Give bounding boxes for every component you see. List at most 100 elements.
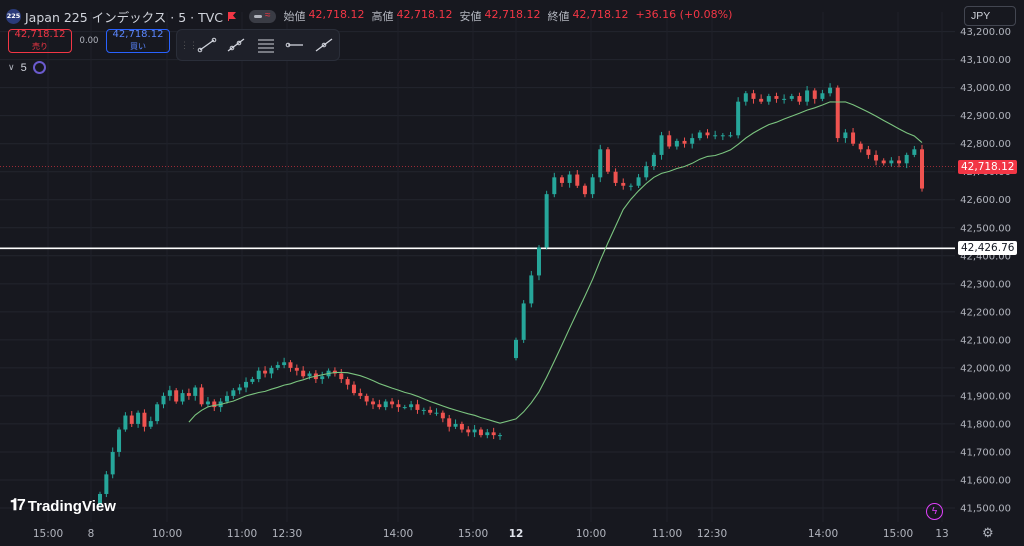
candle-body <box>104 474 109 494</box>
tv-logo-icon: 𝟏7 <box>10 497 26 514</box>
candle-body <box>720 135 725 137</box>
candle-body <box>636 177 641 186</box>
candle-body <box>920 149 924 189</box>
ohlc-values: 始値 42,718.12 高値 42,718.12 安値 42,718.12 終値 42… <box>284 8 733 24</box>
horizontal-line-tag[interactable]: 42,426.76 <box>958 241 1018 256</box>
candle-body <box>866 149 871 155</box>
candle-body <box>797 96 802 102</box>
moving-average-line <box>188 101 923 424</box>
y-tick-label: 42,100.00 <box>960 335 1011 346</box>
candle-body <box>889 160 894 164</box>
high-value: 42,718.12 <box>396 8 453 21</box>
sell-price: 42,718.12 <box>14 29 66 40</box>
candle-body <box>212 401 217 408</box>
fib-retracement-icon[interactable] <box>251 32 280 58</box>
y-tick-label: 41,500.00 <box>960 503 1011 514</box>
buy-button[interactable]: 42,718.12 買い <box>106 29 170 53</box>
x-tick-label: 13 <box>935 528 948 540</box>
candle-body <box>590 177 595 195</box>
candle-body <box>697 132 702 139</box>
flag-icon[interactable] <box>227 11 237 21</box>
y-tick-label: 42,200.00 <box>960 307 1011 318</box>
candle-body <box>789 96 794 99</box>
open-label: 始値 <box>283 10 306 23</box>
market-status-pill[interactable]: ≈ <box>249 9 276 23</box>
price-axis[interactable]: 41,500.00 41,600.00 41,700.00 41,800.00 41,9… <box>960 27 1011 514</box>
candle-body <box>743 93 748 102</box>
candle-body <box>667 135 672 147</box>
trend-line-icon[interactable] <box>192 32 221 58</box>
x-tick-label: 14:00 <box>383 528 413 540</box>
candle-body <box>193 387 198 396</box>
candle-body <box>148 421 153 427</box>
candle-body <box>358 393 363 396</box>
candle-body <box>613 171 618 183</box>
y-tick-label: 41,900.00 <box>960 391 1011 402</box>
change-value: +36.16 (+0.08%) <box>635 8 733 21</box>
x-tick-label: 11:00 <box>227 528 257 540</box>
x-tick-label: 12 <box>509 528 524 540</box>
candle-body <box>567 174 572 183</box>
candle-body <box>199 387 204 405</box>
lightning-icon[interactable]: ϟ <box>926 503 943 520</box>
open-value: 42,718.12 <box>308 8 365 21</box>
candle-body <box>851 132 856 144</box>
candle-body <box>690 138 695 144</box>
buy-price: 42,718.12 <box>112 29 164 40</box>
x-tick-label: 15:00 <box>458 528 488 540</box>
ray-icon[interactable] <box>221 32 250 58</box>
y-tick-label: 42,900.00 <box>960 111 1011 122</box>
close-value: 42,718.12 <box>572 8 629 21</box>
extended-line-icon[interactable] <box>310 32 339 58</box>
candle-body <box>904 154 909 164</box>
trade-panel: 42,718.12 売り 0.00 42,718.12 買い <box>8 29 170 53</box>
tradingview-logo[interactable]: 𝟏7 TradingView <box>10 497 116 515</box>
candle-body <box>339 373 344 380</box>
candle-body <box>136 412 141 424</box>
candle-body <box>485 432 490 436</box>
candle-body <box>582 185 587 195</box>
candle-body <box>250 379 255 382</box>
buy-label: 買い <box>130 42 146 51</box>
candle-body <box>759 98 764 102</box>
gear-icon[interactable]: ⚙ <box>982 525 994 540</box>
candles <box>98 83 924 507</box>
horizontal-ray-icon[interactable] <box>280 32 309 58</box>
candle-body <box>774 96 779 99</box>
candle-body <box>409 404 414 408</box>
symbol-logo: 225 <box>6 8 21 24</box>
candle-body <box>180 393 185 402</box>
candle-body <box>288 362 293 368</box>
sell-label: 売り <box>32 42 48 51</box>
drag-handle-icon[interactable]: ⋮⋮ <box>180 39 198 50</box>
symbol-title[interactable]: Japan 225 インデックス · 5 · TVC <box>25 9 224 25</box>
candle-body <box>728 135 733 137</box>
candle-body <box>466 429 471 433</box>
candle-body <box>351 384 356 394</box>
indicator-row: ∨ 5 <box>8 61 46 74</box>
minus-icon <box>254 14 263 18</box>
candle-body <box>874 154 879 161</box>
candle-body <box>881 160 886 164</box>
candle-body <box>897 160 902 164</box>
candle-body <box>294 367 299 371</box>
spread-value: 0.00 <box>79 36 99 46</box>
candle-body <box>843 132 848 139</box>
y-tick-label: 41,800.00 <box>960 419 1011 430</box>
time-axis[interactable]: 15:00 8 10:00 11:00 12:30 14:00 15:00 12 10:00 11… <box>33 528 949 540</box>
grid <box>0 12 955 522</box>
last-price-tag[interactable]: 42,718.12 <box>958 159 1018 174</box>
candle-body <box>858 143 863 150</box>
candle-body <box>651 154 656 167</box>
chevron-down-icon[interactable]: ∨ <box>8 62 15 72</box>
x-tick-label: 10:00 <box>152 528 182 540</box>
candle-body <box>766 96 771 102</box>
candle-body <box>559 177 564 183</box>
candle-body <box>805 90 810 102</box>
candle-body <box>736 101 741 136</box>
sell-button[interactable]: 42,718.12 売り <box>8 29 72 53</box>
currency-selector[interactable]: JPY <box>964 6 1016 26</box>
candle-body <box>644 166 649 178</box>
candle-body <box>713 135 718 137</box>
